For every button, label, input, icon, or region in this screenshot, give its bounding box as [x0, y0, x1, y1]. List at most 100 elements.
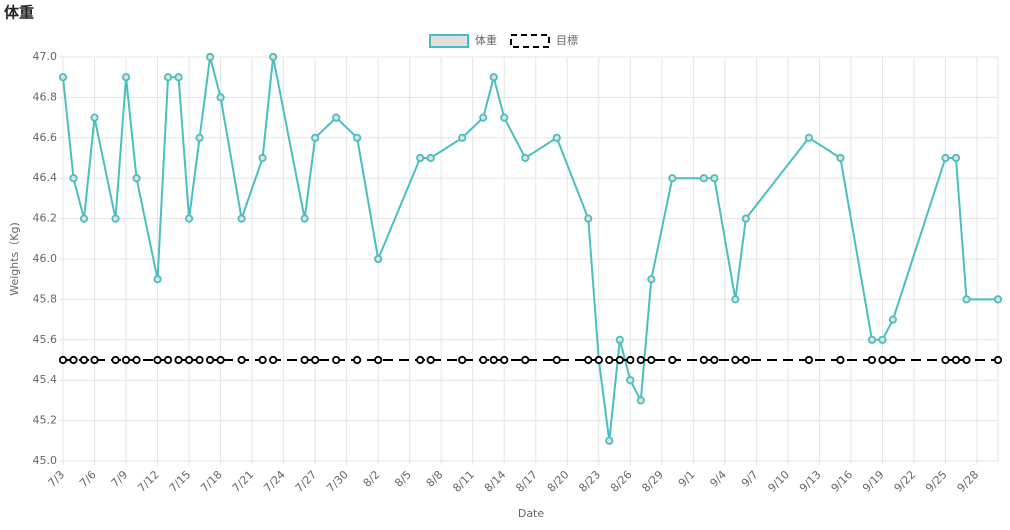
x-tick-label: 9/4 — [707, 468, 729, 490]
y-tick-label: 46.4 — [33, 171, 58, 184]
data-point — [205, 355, 215, 365]
x-tick-label: 8/20 — [545, 468, 572, 495]
y-tick-label: 47.0 — [33, 50, 58, 63]
data-point — [699, 355, 708, 365]
y-tick-label: 45.6 — [33, 333, 58, 346]
chart-title: 体重 — [4, 4, 34, 22]
data-point — [699, 174, 708, 183]
data-point — [941, 355, 950, 365]
data-point — [552, 355, 561, 365]
data-point — [668, 174, 677, 183]
data-point — [58, 73, 68, 82]
data-point — [888, 355, 898, 365]
data-point — [804, 355, 813, 365]
legend-swatch — [429, 34, 469, 48]
data-point — [521, 355, 530, 365]
x-tick-label: 8/2 — [361, 468, 383, 490]
data-point — [731, 355, 740, 365]
series-line — [62, 56, 998, 441]
x-tick-label: 8/17 — [513, 468, 540, 495]
data-point — [962, 295, 971, 304]
data-point — [416, 153, 425, 163]
data-point — [500, 355, 509, 365]
data-point — [615, 355, 624, 365]
data-point — [332, 355, 341, 365]
data-point — [374, 355, 383, 365]
data-point — [58, 355, 68, 365]
data-point — [636, 355, 645, 365]
y-tick-label: 46.8 — [33, 90, 58, 103]
data-point — [626, 376, 635, 385]
x-tick-label: 7/27 — [293, 468, 320, 495]
x-tick-label: 9/7 — [739, 468, 761, 490]
data-point — [836, 355, 845, 365]
x-tick-label: 9/22 — [892, 468, 919, 495]
data-point — [163, 73, 173, 82]
y-tick-label: 45.2 — [33, 414, 58, 427]
data-point — [626, 355, 635, 365]
data-point — [258, 355, 267, 365]
data-point — [605, 355, 614, 365]
data-point — [878, 335, 887, 344]
data-point — [195, 355, 204, 365]
x-tick-label: 8/11 — [450, 468, 477, 495]
data-point — [867, 335, 877, 344]
data-point — [668, 355, 677, 365]
x-tick-label: 7/18 — [198, 468, 225, 495]
data-point — [552, 133, 561, 142]
y-tick-label: 46.0 — [33, 252, 58, 265]
data-point — [90, 113, 99, 122]
data-point — [195, 133, 204, 142]
data-point — [121, 355, 131, 365]
data-point — [521, 153, 530, 163]
data-point — [951, 355, 961, 365]
data-point — [300, 214, 309, 223]
x-tick-label: 9/1 — [676, 468, 698, 490]
data-point — [353, 355, 362, 365]
data-point — [132, 355, 141, 365]
x-axis-label: Date — [518, 507, 545, 520]
data-point — [216, 93, 225, 102]
data-point — [353, 133, 362, 142]
data-point — [132, 174, 141, 183]
data-point — [878, 355, 887, 365]
data-point — [615, 335, 624, 344]
x-tick-label: 8/5 — [392, 468, 414, 490]
data-point — [500, 113, 509, 122]
data-point — [184, 355, 194, 365]
x-tick-label: 8/14 — [482, 468, 509, 495]
data-point — [79, 355, 89, 365]
x-tick-label: 7/3 — [46, 468, 68, 490]
data-point — [458, 355, 467, 365]
data-point — [269, 355, 278, 365]
data-point — [836, 153, 845, 163]
data-point — [479, 113, 488, 122]
data-point — [174, 355, 183, 365]
data-point — [489, 73, 498, 82]
data-point — [121, 73, 131, 82]
data-point — [184, 214, 194, 223]
x-tick-label: 7/24 — [261, 468, 288, 495]
x-tick-label: 9/10 — [765, 468, 792, 495]
data-point — [741, 214, 750, 223]
data-point — [269, 52, 278, 62]
legend-label: 体重 — [475, 33, 497, 47]
data-point — [153, 275, 162, 284]
data-point — [205, 52, 215, 62]
x-tick-label: 8/8 — [424, 468, 446, 490]
data-point — [69, 355, 78, 365]
x-tick-label: 7/30 — [324, 468, 351, 495]
data-point — [647, 275, 656, 284]
data-point — [237, 355, 246, 365]
data-point — [804, 133, 813, 142]
data-point — [174, 73, 183, 82]
legend-label: 目標 — [556, 33, 578, 47]
x-tick-label: 8/23 — [576, 468, 603, 495]
data-point — [153, 355, 162, 365]
legend-swatch — [510, 34, 550, 48]
x-tick-label: 7/6 — [77, 468, 99, 490]
data-point — [584, 355, 593, 365]
data-point — [710, 355, 719, 365]
y-tick-label: 45.8 — [33, 292, 58, 305]
